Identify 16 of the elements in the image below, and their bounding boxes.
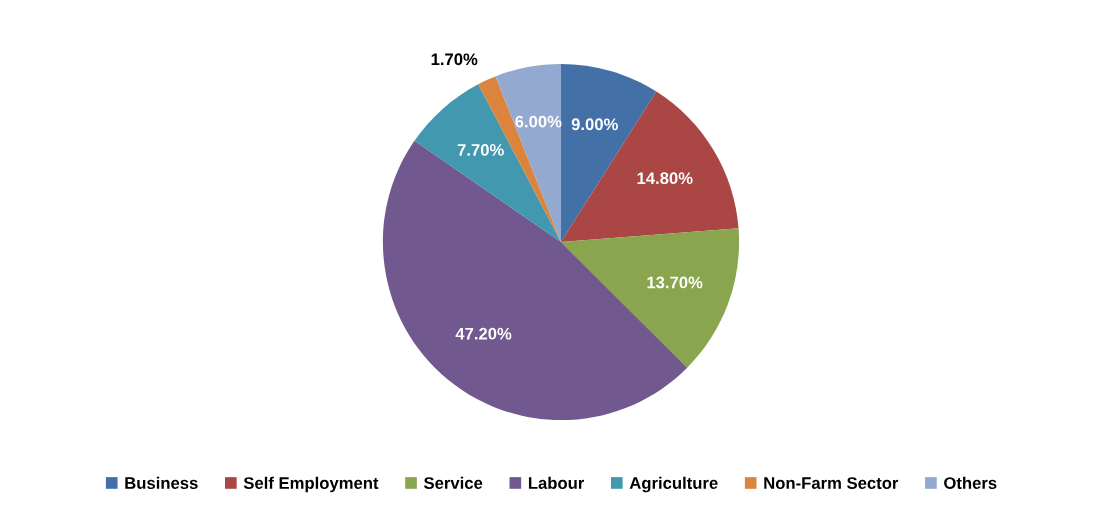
data-label: 47.20% [455, 327, 512, 340]
data-label: 13.70% [647, 276, 703, 289]
pie-slice [561, 91, 739, 242]
data-label: 1.70% [431, 53, 478, 66]
pie-slice [561, 228, 740, 368]
legend-label: Others [944, 476, 997, 489]
data-label: 14.80% [637, 172, 693, 185]
data-label: 7.70% [457, 144, 504, 156]
legend-label: Agriculture [629, 476, 718, 493]
pie-slice [414, 84, 561, 242]
legend-label: Non-Farm Sector [764, 477, 899, 489]
legend-label: Business [125, 476, 198, 489]
legend-label: Labour [528, 476, 585, 489]
legend-label: Self Employment [243, 476, 379, 493]
legend-label: Service [424, 476, 483, 489]
data-label: 9.00% [571, 118, 618, 131]
